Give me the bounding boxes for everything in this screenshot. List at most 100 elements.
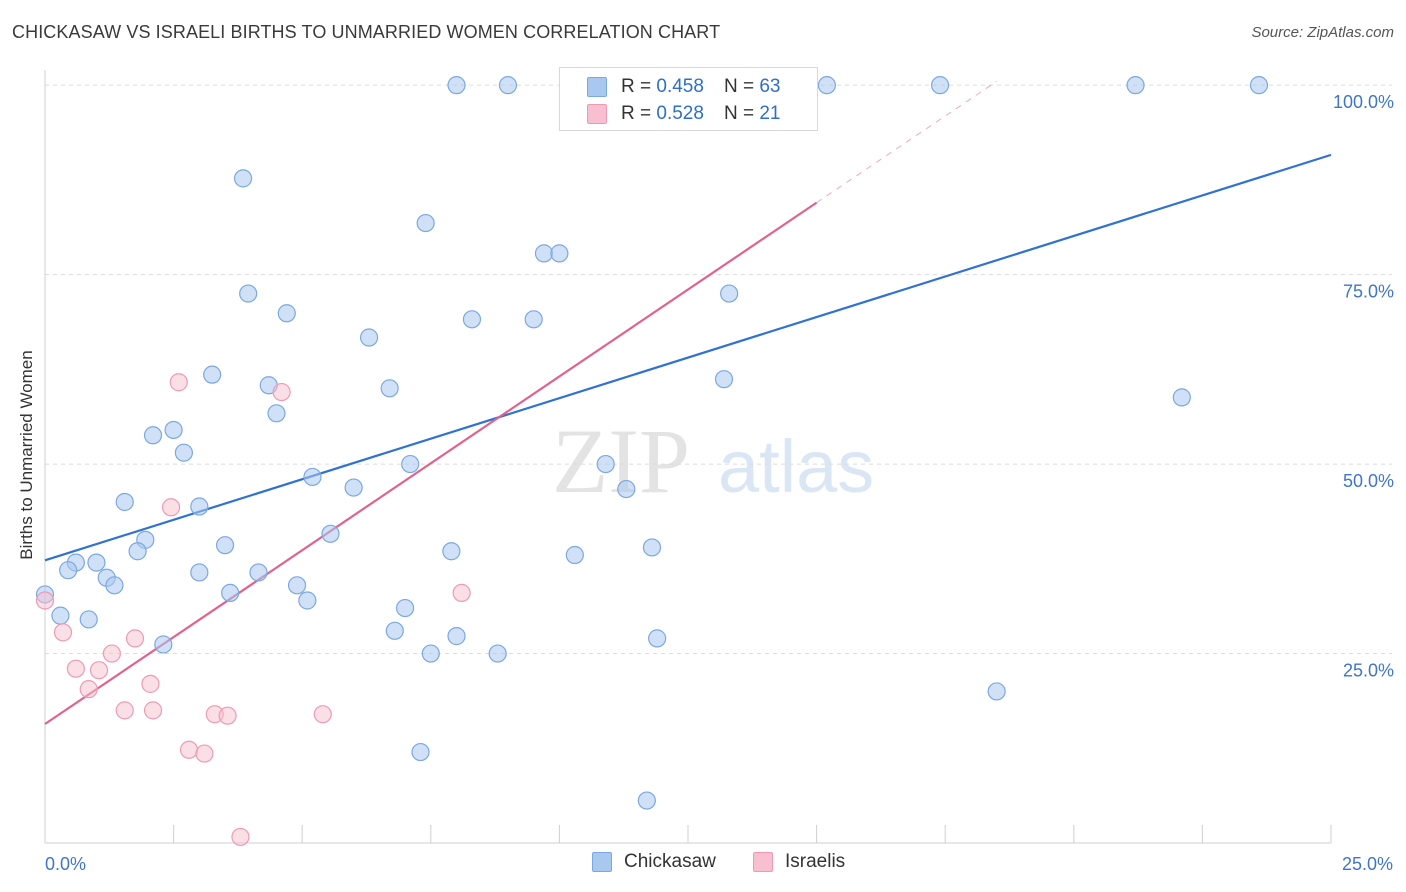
legend-swatch-chickasaw	[587, 77, 607, 97]
israelis-point	[313, 705, 332, 724]
watermark-zip: ZIP	[552, 410, 690, 512]
x-tick-label: 0.0%	[45, 854, 86, 874]
y-tick-label: 25.0%	[1343, 661, 1394, 681]
chickasaw-point	[303, 467, 322, 487]
source-credit: Source: ZipAtlas.com	[1251, 24, 1394, 41]
chickasaw-point	[215, 536, 235, 555]
israelis-points	[35, 76, 579, 847]
chickasaw-point	[642, 538, 662, 557]
chickasaw-point	[411, 742, 430, 762]
chickasaw-point	[277, 304, 296, 323]
correlation-legend: R = 0.458 N = 63 R = 0.528 N = 21	[559, 67, 818, 131]
chickasaw-point	[298, 591, 317, 610]
legend-n-value: 63	[759, 76, 781, 97]
israelis-point	[143, 701, 163, 720]
chickasaw-point	[534, 244, 554, 263]
israelis-point	[272, 382, 291, 402]
israelis-point	[179, 740, 199, 759]
chickasaw-point	[987, 682, 1006, 701]
tick-labels: 25.0% 50.0% 75.0% 100.0% 0.0% 25.0%	[45, 92, 1394, 874]
chickasaw-point	[221, 583, 240, 603]
legend-n-label: N =	[723, 103, 755, 124]
chickasaw-point	[164, 420, 183, 440]
chickasaw-point	[233, 169, 253, 188]
chickasaw-point	[596, 454, 615, 474]
chickasaw-point	[714, 370, 734, 389]
chickasaw-point	[1172, 388, 1191, 407]
chickasaw-point	[442, 542, 461, 561]
israelis-point	[231, 827, 250, 847]
chickasaw-point	[488, 644, 507, 663]
chickasaw-point	[380, 379, 399, 398]
israelis-trend-line	[44, 201, 818, 725]
chickasaw-point	[359, 328, 379, 347]
chickasaw-trend-line	[44, 153, 1332, 562]
chickasaw-point	[321, 524, 340, 543]
legend-r-value: 0.458	[656, 76, 704, 97]
chickasaw-point	[287, 576, 307, 595]
chickasaw-point	[385, 621, 404, 640]
chickasaw-point	[154, 635, 173, 654]
chickasaw-point	[51, 606, 70, 625]
chickasaw-point	[344, 478, 363, 497]
chickasaw-point	[143, 426, 163, 445]
chickasaw-point	[720, 284, 739, 303]
series-legend: Chickasaw Israelis	[0, 851, 1406, 877]
series-swatch-israelis	[753, 852, 773, 872]
chickasaw-point	[249, 563, 268, 582]
series-legend-chickasaw[interactable]: Chickasaw	[592, 851, 716, 873]
watermark-atlas: atlas	[718, 425, 874, 508]
israelis-point	[102, 644, 121, 663]
chickasaw-point	[115, 492, 134, 512]
chickasaw-point	[190, 563, 209, 582]
chickasaw-point	[79, 610, 98, 629]
series-label-israelis: Israelis	[785, 851, 846, 872]
chickasaw-point	[617, 479, 636, 499]
chickasaw-point	[447, 76, 466, 95]
chickasaw-point	[550, 244, 569, 263]
israelis-point	[35, 591, 55, 610]
legend-n-value: 21	[759, 103, 781, 124]
israelis-point	[66, 659, 85, 678]
legend-row-israelis: R = 0.528 N = 21	[560, 101, 780, 127]
y-tick-label: 100.0%	[1333, 92, 1394, 112]
y-tick-label: 75.0%	[1343, 282, 1394, 302]
legend-r-label: R =	[621, 76, 652, 97]
chickasaw-point	[395, 598, 415, 618]
israelis-point	[125, 629, 145, 648]
israelis-trend-extension	[816, 80, 997, 204]
series-label-chickasaw: Chickasaw	[624, 851, 716, 872]
chickasaw-point	[128, 542, 147, 561]
chickasaw-point	[401, 454, 420, 474]
israelis-point	[89, 661, 109, 680]
chickasaw-point	[87, 553, 106, 572]
axes	[44, 70, 1332, 844]
chickasaw-point	[817, 76, 836, 95]
chickasaw-point	[524, 310, 543, 329]
israelis-point	[53, 623, 73, 642]
chickasaw-point	[462, 310, 482, 329]
series-swatch-chickasaw	[592, 852, 612, 872]
chart-title: CHICKASAW VS ISRAELI BIRTHS TO UNMARRIED…	[12, 22, 721, 42]
chickasaw-point	[1249, 76, 1269, 95]
israelis-point	[79, 680, 98, 699]
legend-row-chickasaw: R = 0.458 N = 63	[560, 74, 780, 100]
israelis-point	[141, 674, 160, 693]
chickasaw-point	[447, 627, 466, 646]
chickasaw-point	[239, 284, 258, 303]
israelis-point	[218, 706, 237, 725]
chickasaw-point	[416, 213, 435, 233]
chickasaw-point	[59, 561, 78, 580]
y-tick-label: 50.0%	[1343, 471, 1394, 491]
israelis-point	[161, 498, 181, 517]
series-legend-israelis[interactable]: Israelis	[753, 851, 845, 873]
legend-r-label: R =	[621, 103, 652, 124]
israelis-point	[115, 701, 134, 720]
israelis-point	[195, 744, 214, 763]
chickasaw-point	[421, 644, 440, 663]
chickasaw-point	[203, 365, 222, 384]
chickasaw-point	[105, 576, 124, 595]
israelis-point	[169, 373, 188, 392]
chickasaw-point	[267, 404, 286, 423]
